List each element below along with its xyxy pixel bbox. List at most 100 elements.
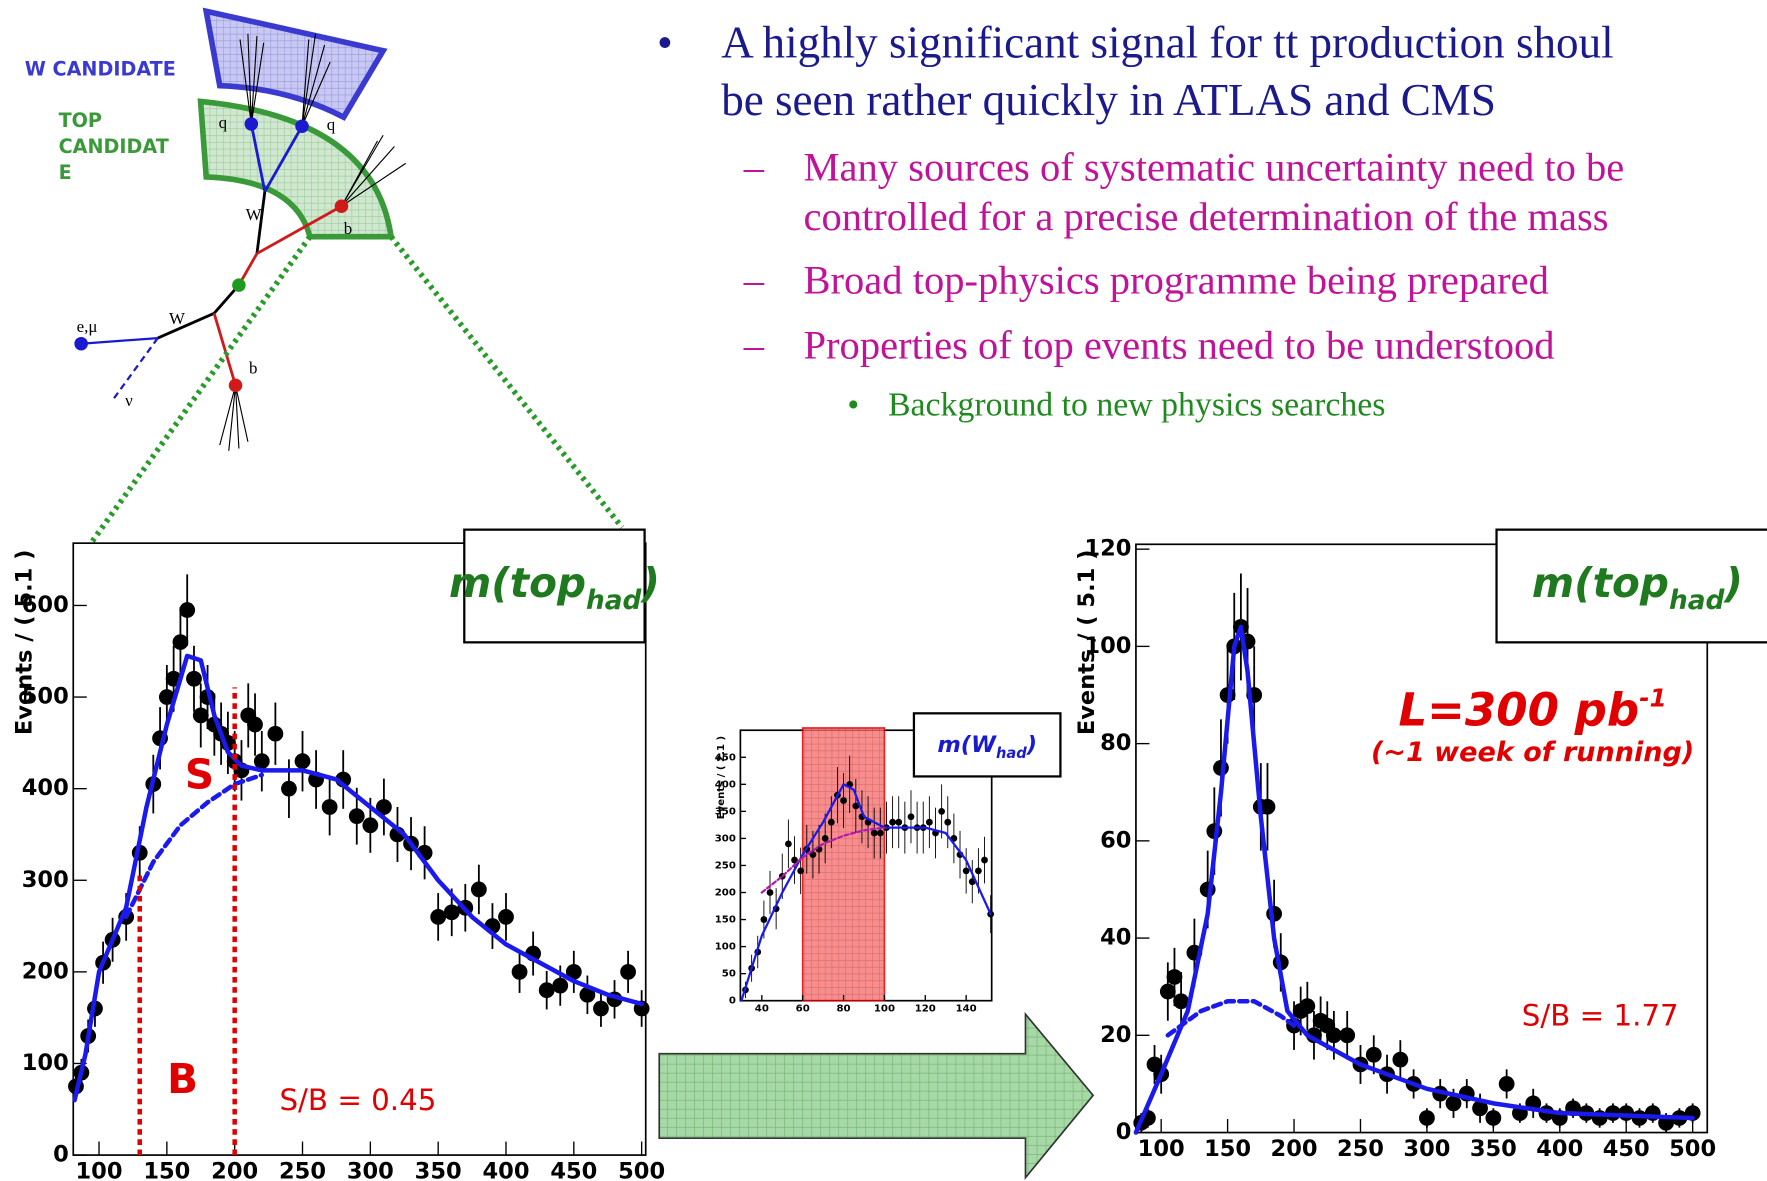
y-tick-label: 40 bbox=[1100, 925, 1131, 951]
vertex bbox=[244, 117, 259, 131]
data-point bbox=[579, 986, 596, 1003]
plot-label-end: ) bbox=[1722, 559, 1743, 607]
x-tick-label: 140 bbox=[956, 1003, 977, 1014]
data-point bbox=[247, 716, 263, 733]
y-tick-label: 0 bbox=[729, 996, 736, 1007]
x-tick-label: 80 bbox=[837, 1003, 851, 1014]
data-point bbox=[281, 780, 297, 797]
data-point bbox=[538, 982, 555, 999]
quark-lines bbox=[249, 123, 304, 193]
label-box bbox=[463, 528, 646, 644]
y-tick-label: 20 bbox=[1100, 1022, 1131, 1048]
data-point bbox=[895, 818, 903, 826]
plot-label-text: m(top bbox=[449, 559, 586, 607]
y-tick-label: 120 bbox=[1084, 536, 1131, 562]
data-point bbox=[192, 707, 209, 724]
data-point bbox=[1339, 1027, 1356, 1044]
data-point bbox=[1472, 1100, 1488, 1117]
annotation: S/B = 1.77 bbox=[1522, 998, 1679, 1032]
y-tick-label: 60 bbox=[1100, 827, 1131, 853]
y-tick-label: 400 bbox=[715, 779, 736, 790]
b-line bbox=[212, 312, 237, 386]
annotation: S bbox=[185, 751, 214, 799]
bullet-glyph: • bbox=[847, 387, 859, 424]
data-point bbox=[1326, 1027, 1342, 1044]
plot-label: m(tophad) bbox=[449, 559, 660, 616]
data-point bbox=[253, 753, 270, 770]
y-tick-label: 0 bbox=[53, 1142, 69, 1168]
mass-window bbox=[801, 727, 886, 1002]
y-tick-label: 200 bbox=[715, 888, 736, 899]
vertex bbox=[232, 278, 246, 292]
data-point bbox=[852, 802, 860, 810]
event-diagram: W CANDIDATE TOP CANDIDAT E q q W b e,μ W… bbox=[25, 7, 625, 554]
x-tick-label: 200 bbox=[211, 1158, 258, 1181]
bullet-glyph: – bbox=[743, 257, 765, 302]
vertex bbox=[334, 199, 349, 213]
x-tick-label: 60 bbox=[796, 1003, 810, 1014]
data-point bbox=[1259, 798, 1276, 815]
annotation-text: L=300 pb bbox=[1398, 683, 1639, 736]
data-point bbox=[158, 689, 175, 705]
sub-bullet-text: controlled for a precise determination o… bbox=[803, 194, 1608, 239]
particle-label: b bbox=[249, 359, 257, 378]
top-candidate-label: E bbox=[59, 161, 72, 184]
w-candidate-region bbox=[202, 7, 388, 121]
annotation: (~1 week of running) bbox=[1371, 736, 1694, 767]
data-point bbox=[797, 867, 805, 875]
data-point bbox=[760, 916, 768, 923]
data-point bbox=[1365, 1046, 1382, 1063]
data-point bbox=[1299, 998, 1316, 1015]
data-point bbox=[593, 1000, 609, 1017]
data-point bbox=[565, 963, 582, 980]
y-tick-label: 400 bbox=[22, 775, 69, 801]
label-box bbox=[912, 712, 1062, 778]
plot: 0 20 40 60 80 100 120 100 150 200 250 300 350 400 450 5… bbox=[1074, 528, 1767, 1162]
top-candidate-label: TOP bbox=[59, 109, 102, 132]
particle-label: b bbox=[344, 219, 352, 238]
data-point bbox=[348, 808, 365, 825]
particle-label: W bbox=[246, 205, 262, 224]
data-point bbox=[938, 807, 946, 815]
w-candidate-label: W CANDIDATE bbox=[25, 57, 176, 80]
y-tick-label: 250 bbox=[715, 860, 736, 871]
data-point bbox=[498, 909, 514, 925]
data-point bbox=[1485, 1110, 1502, 1126]
y-tick-label: 100 bbox=[715, 942, 736, 953]
data-point bbox=[362, 817, 379, 834]
bullet-text: A highly significant signal for tt produ… bbox=[721, 18, 1613, 68]
fit-curve bbox=[72, 653, 644, 1103]
w-line bbox=[255, 191, 267, 254]
plot-label-sub: had bbox=[586, 585, 643, 615]
zoom-lines bbox=[82, 234, 625, 554]
y-axis-label: Events / ( 5.1 ) bbox=[1074, 550, 1100, 736]
plot-label: m(tophad) bbox=[1532, 559, 1743, 616]
label-box bbox=[1495, 528, 1767, 644]
particle-label: e,μ bbox=[77, 317, 98, 336]
bullet-glyph: – bbox=[743, 323, 765, 368]
x-tick-label: 150 bbox=[143, 1158, 190, 1181]
annotation-text: B bbox=[167, 1055, 198, 1103]
x-tick-label: 150 bbox=[1204, 1136, 1251, 1162]
particle-label: q bbox=[327, 115, 336, 134]
plot-label-end: ) bbox=[1026, 731, 1037, 757]
x-tick-label: 450 bbox=[550, 1158, 597, 1181]
data-point bbox=[870, 829, 878, 837]
annotation-text: S bbox=[185, 751, 214, 799]
y-tick-label: 300 bbox=[715, 833, 736, 844]
data-point bbox=[840, 797, 847, 804]
data-point bbox=[470, 881, 487, 898]
x-tick-label: 100 bbox=[1138, 1136, 1185, 1162]
jet-lines bbox=[219, 33, 407, 451]
sub-bullet-text: Broad top-physics programme being prepar… bbox=[803, 257, 1548, 302]
data-point bbox=[376, 799, 392, 815]
annotation-sup: -1 bbox=[1639, 683, 1667, 712]
bullet-glyph: – bbox=[743, 145, 765, 190]
annotation-text: (~1 week of running) bbox=[1371, 736, 1694, 767]
sub-bullet-text: Many sources of systematic uncertainty n… bbox=[803, 145, 1624, 190]
plot-label-text: m(W bbox=[937, 731, 997, 757]
data-point bbox=[294, 753, 311, 770]
